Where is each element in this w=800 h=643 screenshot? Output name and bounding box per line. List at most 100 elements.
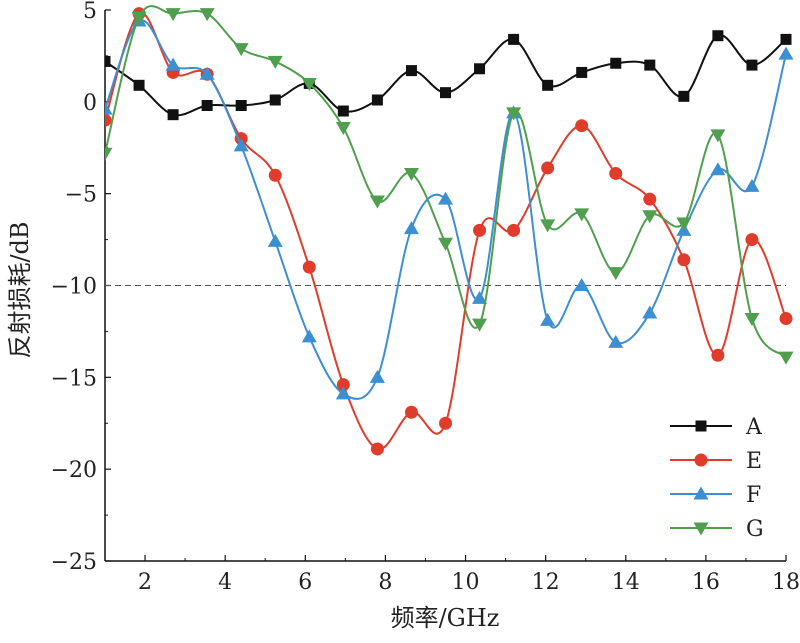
data-point-A: [105, 55, 111, 67]
x-tick-label: 2: [138, 570, 152, 595]
data-point-E: [302, 260, 316, 274]
y-tick-label: −25: [51, 550, 97, 575]
x-tick-label: 16: [692, 570, 720, 595]
data-point-G: [608, 267, 624, 281]
legend-marker-A: [695, 420, 707, 432]
data-point-A: [201, 100, 213, 112]
data-point-E: [473, 223, 487, 237]
series-layer: [105, 5, 794, 456]
data-point-F: [710, 162, 726, 176]
y-axis-title: 反射损耗/dB: [6, 221, 34, 358]
legend-item-E: E: [670, 449, 762, 474]
series-F: [105, 13, 794, 400]
data-point-E: [336, 378, 350, 392]
data-point-F: [165, 57, 181, 71]
data-point-G: [540, 219, 556, 233]
x-tick-label: 12: [532, 570, 560, 595]
data-point-F: [369, 369, 385, 383]
series-G: [105, 5, 794, 365]
data-point-A: [712, 30, 724, 42]
x-tick-label: 10: [452, 570, 480, 595]
data-point-A: [678, 90, 690, 102]
data-point-E: [575, 119, 589, 133]
data-point-E: [745, 233, 759, 247]
data-point-A: [542, 79, 554, 91]
data-point-E: [507, 223, 521, 237]
data-point-E: [609, 166, 623, 180]
data-point-G: [574, 208, 590, 222]
data-point-G: [267, 55, 283, 69]
legend-label-G: G: [746, 517, 764, 542]
x-tick-label: 14: [612, 570, 640, 595]
data-point-A: [337, 105, 349, 117]
data-point-A: [371, 94, 383, 106]
y-tick-label: −20: [51, 458, 97, 483]
x-tick-label: 6: [298, 570, 312, 595]
legend-marker-E: [694, 453, 708, 467]
data-point-E: [677, 253, 691, 267]
data-point-E: [541, 161, 555, 175]
data-point-G: [438, 237, 453, 251]
data-point-E: [370, 442, 384, 456]
data-point-G: [369, 195, 385, 209]
x-axis-title: 频率/GHz: [391, 604, 500, 632]
x-tick-label: 4: [218, 570, 232, 595]
data-point-E: [404, 405, 418, 419]
data-point-G: [403, 167, 419, 181]
data-point-G: [131, 11, 147, 25]
legend-label-E: E: [746, 449, 762, 474]
data-point-F: [472, 290, 488, 304]
legend-item-F: F: [670, 483, 761, 508]
data-point-G: [199, 8, 215, 22]
y-tick-label: −5: [65, 183, 97, 208]
data-point-G: [506, 107, 522, 121]
data-point-A: [133, 79, 145, 91]
data-point-F: [642, 305, 658, 319]
legend-item-G: G: [670, 517, 764, 542]
data-point-A: [576, 66, 588, 78]
data-point-F: [335, 386, 351, 400]
data-point-F: [267, 233, 283, 247]
data-point-F: [574, 278, 590, 291]
series-A: [105, 30, 792, 121]
data-point-A: [610, 57, 622, 69]
data-point-E: [268, 168, 282, 182]
data-point-F: [301, 329, 317, 343]
y-tick-label: 5: [83, 0, 97, 24]
data-point-G: [165, 8, 181, 22]
ticks-layer: 2 4 6 8 10 12 14 16 18 5 0 −5 −10 −15 −20 −25: [51, 0, 800, 595]
data-point-A: [746, 59, 758, 71]
data-point-A: [440, 87, 451, 99]
x-tick-label: 18: [772, 570, 800, 595]
data-point-G: [233, 43, 249, 57]
data-point-G: [301, 77, 317, 91]
data-point-E: [439, 416, 452, 430]
data-point-F: [199, 66, 215, 80]
data-point-E: [643, 192, 657, 206]
data-point-F: [233, 138, 249, 152]
data-point-F: [778, 46, 794, 60]
data-point-E: [711, 348, 725, 362]
legend-marker-F: [693, 486, 709, 500]
data-point-G: [472, 318, 488, 332]
data-point-A: [508, 33, 520, 45]
y-tick-label: 0: [83, 91, 97, 116]
series-line-G: [105, 5, 787, 358]
legend-marker-G: [693, 522, 709, 536]
data-point-A: [780, 33, 792, 45]
data-point-F: [608, 334, 624, 348]
series-line-F: [105, 19, 787, 400]
data-point-G: [335, 122, 351, 136]
data-point-G: [710, 129, 726, 143]
data-point-G: [105, 147, 113, 161]
data-point-A: [644, 59, 656, 71]
data-point-A: [405, 65, 417, 77]
data-point-G: [778, 351, 794, 365]
data-point-G: [676, 217, 692, 231]
data-point-F: [403, 221, 419, 235]
legend-item-A: A: [670, 415, 763, 440]
y-tick-label: −15: [51, 366, 97, 391]
